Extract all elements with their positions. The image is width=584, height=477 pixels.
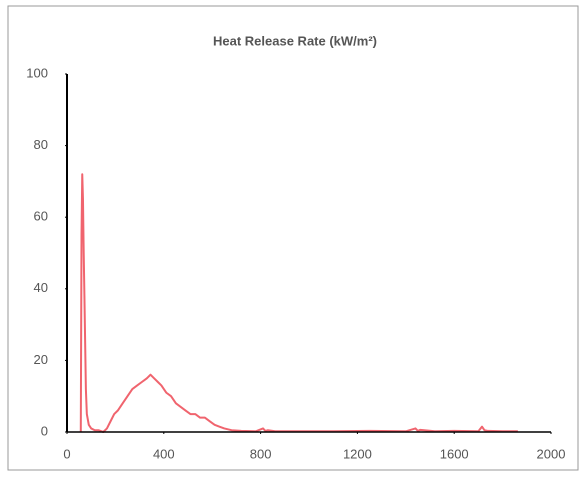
x-tick-label: 2000 — [537, 446, 566, 461]
chart-title: Heat Release Rate (kW/m²) — [213, 33, 377, 48]
y-tick-label: 0 — [41, 423, 48, 438]
line-series — [79, 173, 518, 433]
y-tick-label: 40 — [34, 280, 48, 295]
x-tick-label: 1600 — [440, 446, 469, 461]
y-tick-label: 100 — [26, 65, 48, 80]
x-tick-label: 800 — [250, 446, 272, 461]
x-tick-label: 400 — [153, 446, 175, 461]
y-tick-label: 60 — [34, 209, 48, 224]
y-tick-label: 20 — [34, 352, 48, 367]
x-tick-label: 1200 — [343, 446, 372, 461]
y-tick-label: 80 — [34, 137, 48, 152]
x-tick-label: 0 — [63, 446, 70, 461]
chart-frame — [7, 5, 579, 471]
